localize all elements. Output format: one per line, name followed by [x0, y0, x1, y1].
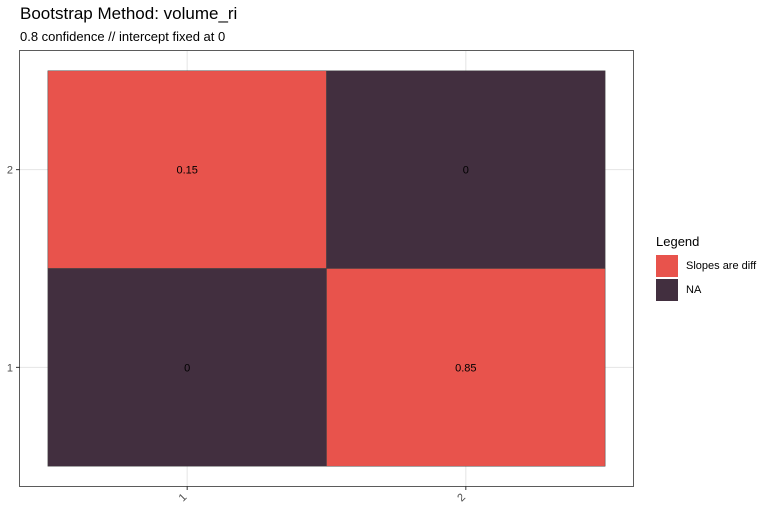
x-tick-label-2: 2 [455, 491, 468, 504]
heatmap-cell-1-1 [47, 268, 327, 467]
y-tick-label-1: 1 [7, 362, 13, 374]
cell-label-2-1: 0.85 [455, 362, 476, 374]
legend: Legend Slopes are diff NA [656, 234, 756, 302]
heatmap-cells [47, 70, 606, 467]
legend-title: Legend [656, 234, 700, 249]
legend-key-1 [656, 279, 678, 301]
legend-item-1: NA [656, 278, 756, 302]
chart-title: Bootstrap Method: volume_ri [20, 4, 238, 23]
cell-labels: 0.15 0 0 0.85 [176, 165, 476, 375]
panel-border [19, 50, 634, 487]
cell-label-1-2: 0.15 [176, 165, 197, 177]
heatmap-cell-2-1 [326, 268, 606, 467]
cell-label-2-2: 0 [463, 165, 469, 177]
legend-label-1: NA [686, 284, 702, 296]
x-tick-label-1: 1 [177, 491, 190, 504]
legend-key-0 [656, 255, 678, 277]
chart-subtitle: 0.8 confidence // intercept fixed at 0 [20, 29, 226, 44]
legend-items: Slopes are diff NA [656, 254, 756, 302]
y-tick-label-2: 2 [7, 165, 13, 177]
cell-label-1-1: 0 [184, 362, 190, 374]
legend-label-0: Slopes are diff [686, 260, 757, 272]
legend-item-0: Slopes are diff [656, 254, 756, 278]
heatmap-cell-2-2 [326, 70, 606, 269]
heatmap-cell-1-2 [47, 70, 327, 269]
